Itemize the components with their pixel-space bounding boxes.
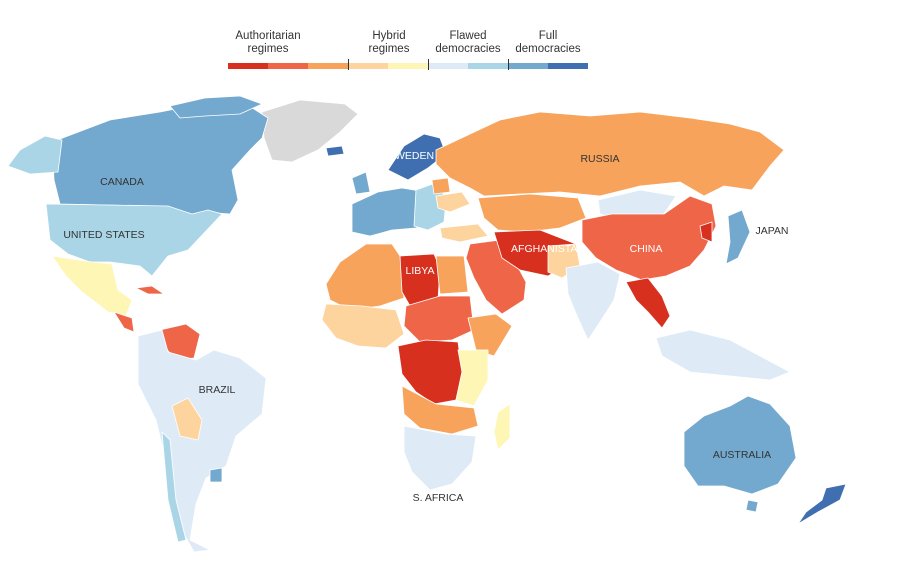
legend-swatch: [468, 63, 508, 69]
legend-color-scale: [228, 63, 588, 69]
legend-label-authoritarian: Authoritarian regimes: [235, 30, 301, 55]
label-libya: LIBYA: [406, 265, 435, 277]
region-india: [565, 261, 621, 341]
region-south-america: [137, 329, 267, 553]
region-africa-north-west: [325, 243, 405, 311]
region-iceland: [325, 145, 345, 157]
region-bolivia: [171, 397, 203, 441]
legend-swatch: [428, 63, 468, 69]
legend-swatch: [308, 63, 348, 69]
label-canada: CANADA: [100, 176, 144, 188]
label-united-states: UNITED STATES: [63, 229, 144, 241]
region-southern-africa: [403, 425, 477, 491]
region-cuba: [135, 285, 165, 295]
region-west-africa: [321, 303, 405, 349]
label-australia: AUSTRALIA: [713, 449, 771, 461]
legend-label-flawed: Flawed democracies: [435, 30, 501, 55]
region-canada: [51, 99, 269, 219]
region-se-asia-islands: [655, 329, 791, 381]
region-japan: [725, 209, 751, 265]
region-scandinavia: [387, 133, 447, 181]
region-central-america: [113, 311, 135, 333]
region-mexico: [51, 255, 133, 317]
region-belarus: [431, 177, 451, 195]
legend-swatch: [268, 63, 308, 69]
region-madagascar: [493, 403, 511, 451]
legend-label-full: Full democracies: [515, 30, 581, 55]
region-chile: [161, 431, 187, 543]
region-greenland: [261, 99, 359, 163]
label-russia: RUSSIA: [580, 153, 619, 165]
label-brazil: BRAZIL: [199, 384, 236, 396]
region-east-africa: [455, 349, 489, 407]
legend-swatch: [548, 63, 588, 69]
region-tasmania: [745, 499, 759, 513]
legend-divider: [508, 59, 509, 70]
legend-label-hybrid: Hybrid regimes: [368, 30, 410, 55]
legend-divider: [428, 59, 429, 70]
region-se-asia-mainland: [625, 277, 671, 329]
region-egypt: [435, 255, 469, 295]
region-alaska: [7, 135, 63, 175]
region-canada-islands: [169, 95, 263, 119]
legend-swatch: [348, 63, 388, 69]
region-central-asia: [477, 193, 587, 233]
region-united-states: [45, 203, 223, 277]
region-uruguay: [209, 467, 223, 483]
region-turkey: [439, 223, 489, 243]
region-russia: [435, 111, 785, 197]
region-new-zealand: [797, 483, 847, 525]
legend-swatch: [228, 63, 268, 69]
legend: Authoritarian regimes Hybrid regimes Flawe…: [228, 30, 590, 72]
label-china: CHINA: [630, 243, 663, 255]
label-sweden: SWEDEN: [388, 150, 434, 162]
region-china: [581, 195, 717, 281]
region-ukraine: [435, 191, 471, 213]
legend-swatch: [388, 63, 428, 69]
label-japan: JAPAN: [755, 225, 788, 237]
legend-divider: [348, 59, 349, 70]
label-s-africa: S. AFRICA: [413, 492, 464, 504]
region-angola-zambia: [401, 385, 479, 435]
region-korea: [699, 221, 713, 243]
legend-swatch: [508, 63, 548, 69]
region-horn-of-africa: [467, 313, 513, 357]
region-australia: [683, 395, 797, 495]
region-sudan-chad: [403, 295, 475, 343]
region-uk: [351, 171, 371, 195]
label-afghanistan: AFGHANISTAN: [511, 243, 585, 255]
